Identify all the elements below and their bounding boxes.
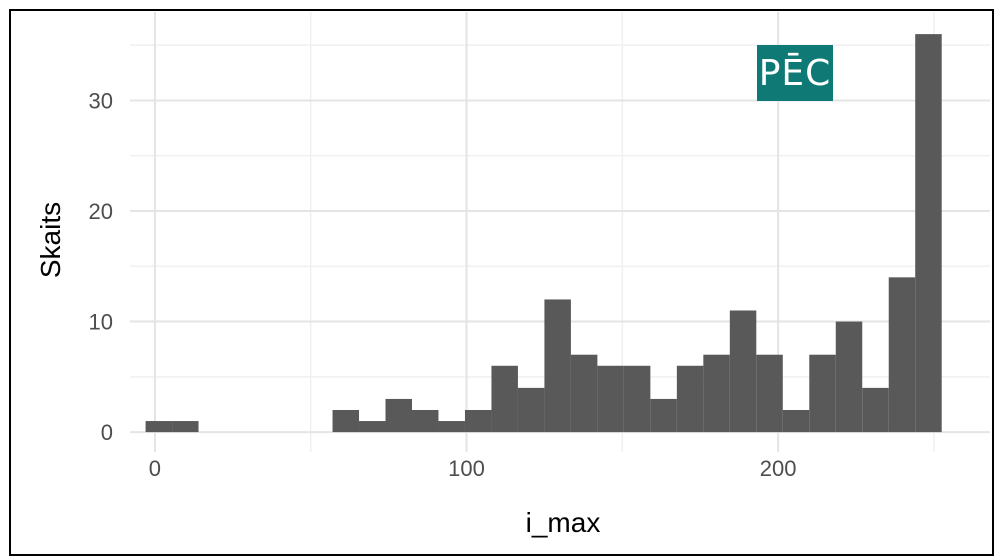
histogram-bar bbox=[623, 365, 651, 433]
histogram-bar bbox=[809, 354, 836, 433]
histogram-bar bbox=[570, 354, 598, 433]
histogram-bar bbox=[145, 421, 173, 433]
histogram-bar bbox=[544, 299, 571, 433]
x-tick-label: 200 bbox=[760, 456, 797, 481]
histogram-bar bbox=[756, 354, 783, 433]
histogram-bar bbox=[172, 421, 199, 433]
y-axis-ticks: 0 10 20 30 bbox=[89, 88, 113, 445]
histogram-bar bbox=[411, 409, 439, 433]
histogram-bar bbox=[862, 387, 889, 433]
histogram-bar bbox=[359, 421, 386, 433]
histogram-bar bbox=[438, 421, 465, 433]
histogram-bar bbox=[332, 409, 360, 433]
y-tick-label: 0 bbox=[101, 420, 113, 445]
x-axis-ticks: 0 100 200 bbox=[149, 456, 797, 481]
x-tick-label: 0 bbox=[149, 456, 161, 481]
histogram-bar bbox=[703, 354, 730, 433]
y-axis-title: Skaits bbox=[35, 202, 66, 278]
y-tick-label: 10 bbox=[89, 310, 113, 335]
histogram-bar bbox=[597, 365, 624, 433]
pec-badge: PĒC bbox=[757, 45, 833, 101]
histogram-bar bbox=[385, 398, 412, 433]
histogram-bars bbox=[145, 34, 942, 433]
x-tick-label: 100 bbox=[448, 456, 485, 481]
histogram-bar bbox=[491, 365, 518, 433]
histogram-bar bbox=[782, 409, 810, 433]
histogram-bar bbox=[915, 34, 942, 433]
histogram-bar bbox=[888, 277, 916, 433]
histogram-bar bbox=[650, 398, 677, 433]
histogram-bar bbox=[676, 365, 704, 433]
histogram-bar bbox=[729, 310, 757, 433]
y-tick-label: 20 bbox=[89, 199, 113, 224]
histogram-bar bbox=[517, 387, 545, 433]
x-axis-title: i_max bbox=[526, 507, 601, 538]
histogram-bar bbox=[464, 409, 492, 433]
histogram-bar bbox=[835, 321, 863, 433]
y-tick-label: 30 bbox=[89, 88, 113, 113]
